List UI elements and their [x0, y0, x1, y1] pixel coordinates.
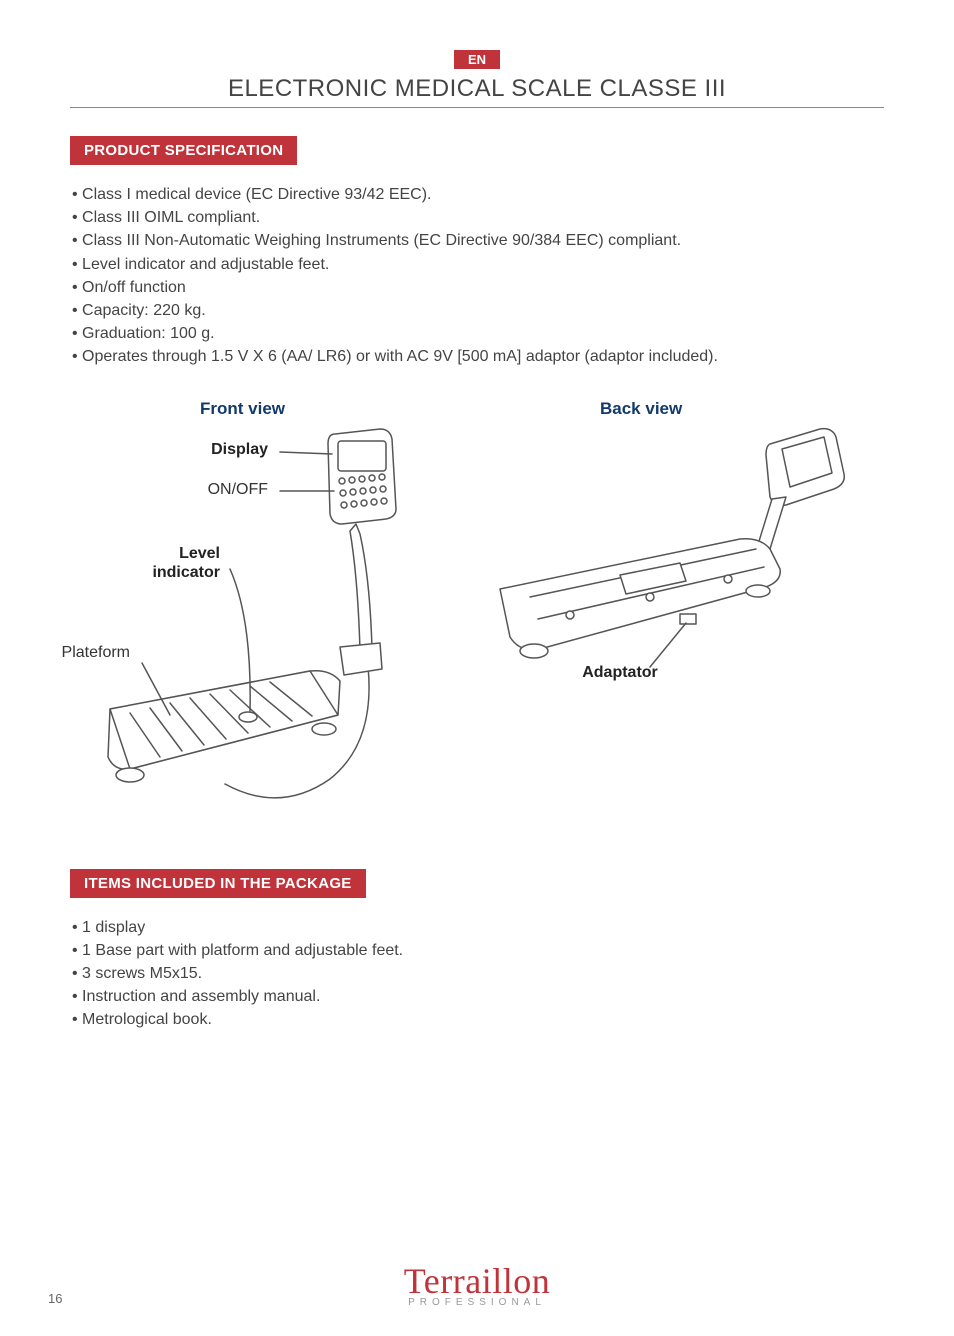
title-rule	[70, 107, 884, 108]
list-item: 3 screws M5x15.	[72, 962, 884, 985]
package-section: ITEMS INCLUDED IN THE PACKAGE 1 display …	[70, 869, 884, 1032]
list-item: Instruction and assembly manual.	[72, 985, 884, 1008]
list-item: Graduation: 100 g.	[72, 322, 884, 345]
logo-subtext: PROFESSIONAL	[0, 1297, 954, 1308]
page-title: ELECTRONIC MEDICAL SCALE CLASSE III	[70, 75, 884, 103]
back-view-title: Back view	[600, 399, 682, 419]
list-item: Class III OIML compliant.	[72, 206, 884, 229]
language-badge: EN	[454, 50, 500, 69]
back-view-diagram	[470, 419, 870, 719]
list-item: 1 Base part with platform and adjustable…	[72, 939, 884, 962]
diagram-area: Front view Back view Display ON/OFF Leve…	[70, 399, 884, 859]
list-item: Metrological book.	[72, 1008, 884, 1031]
logo-text: Terraillon	[0, 1263, 954, 1299]
list-item: On/off function	[72, 276, 884, 299]
spec-heading: PRODUCT SPECIFICATION	[70, 136, 297, 165]
front-view-title: Front view	[200, 399, 285, 419]
page-header: EN ELECTRONIC MEDICAL SCALE CLASSE III	[70, 50, 884, 108]
list-item: Class I medical device (EC Directive 93/…	[72, 183, 884, 206]
front-view-diagram	[80, 419, 440, 839]
list-item: Class III Non-Automatic Weighing Instrum…	[72, 229, 884, 252]
list-item: Level indicator and adjustable feet.	[72, 253, 884, 276]
list-item: Operates through 1.5 V X 6 (AA/ LR6) or …	[72, 345, 884, 368]
spec-list: Class I medical device (EC Directive 93/…	[70, 183, 884, 369]
list-item: Capacity: 220 kg.	[72, 299, 884, 322]
list-item: 1 display	[72, 916, 884, 939]
package-list: 1 display 1 Base part with platform and …	[70, 916, 884, 1032]
spec-section: PRODUCT SPECIFICATION Class I medical de…	[70, 136, 884, 369]
package-heading: ITEMS INCLUDED IN THE PACKAGE	[70, 869, 366, 898]
brand-logo: Terraillon PROFESSIONAL	[0, 1263, 954, 1308]
